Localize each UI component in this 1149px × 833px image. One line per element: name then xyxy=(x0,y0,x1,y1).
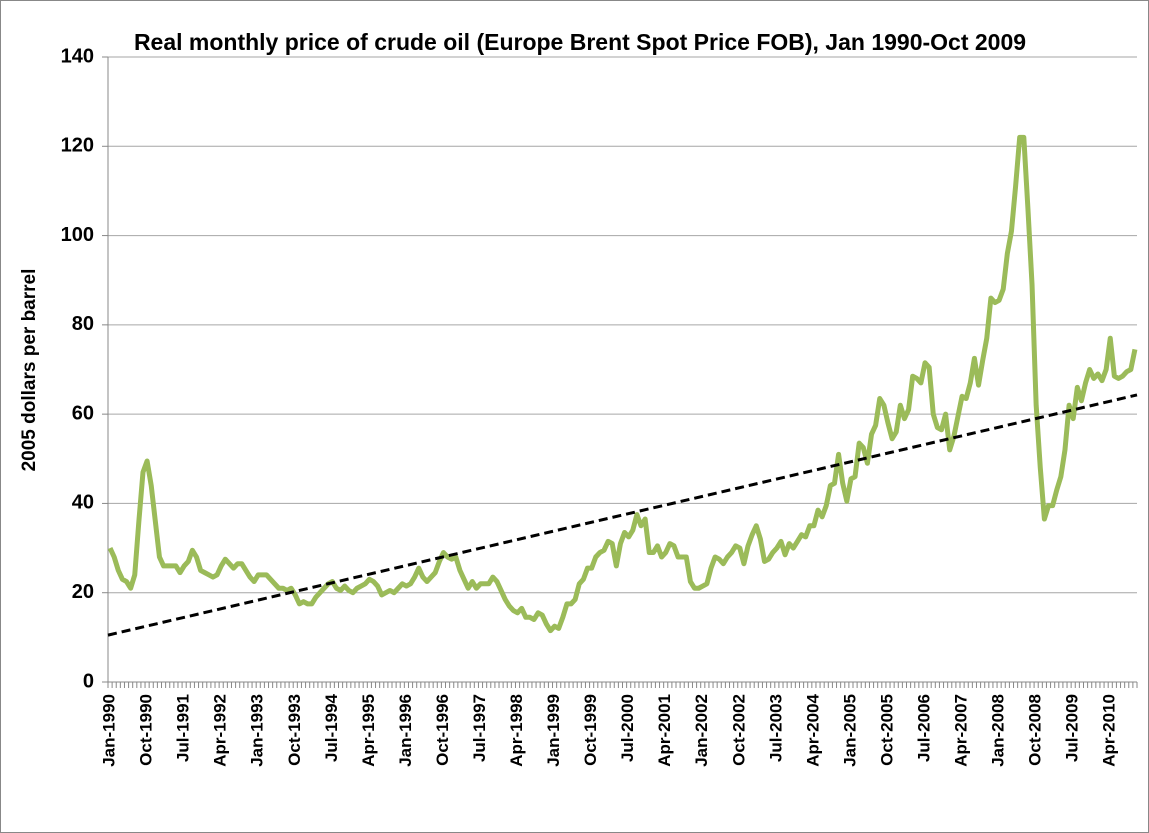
x-tick-label: Apr-1995 xyxy=(359,694,378,767)
x-tick-label: Jan-1996 xyxy=(396,694,415,767)
x-tick-label: Jul-2006 xyxy=(915,694,934,762)
x-tick-label: Oct-1996 xyxy=(433,694,452,766)
x-tick-label: Jan-1999 xyxy=(544,694,563,767)
x-tick-label: Jul-1994 xyxy=(322,693,341,762)
y-tick-label: 20 xyxy=(72,581,94,603)
x-tick-label: Oct-2008 xyxy=(1026,694,1045,766)
x-tick-label: Oct-2005 xyxy=(877,694,896,766)
x-tick-label: Apr-2004 xyxy=(803,693,822,766)
price-line xyxy=(107,134,1138,634)
x-tick-label: Jul-1997 xyxy=(470,694,489,762)
x-tick-label: Oct-1990 xyxy=(137,694,156,766)
x-tick-label: Jul-1991 xyxy=(174,694,193,762)
x-tick-label: Apr-2007 xyxy=(952,694,971,767)
y-axis-title: 2005 dollars per barrel xyxy=(19,269,40,472)
y-tick-label: 100 xyxy=(61,224,94,246)
x-tick-label: Jan-2008 xyxy=(989,694,1008,767)
x-tick-label: Apr-1992 xyxy=(211,694,230,767)
y-tick-label: 0 xyxy=(83,670,94,692)
x-tick-label: Jul-2009 xyxy=(1063,694,1082,762)
x-tick-label: Oct-2002 xyxy=(729,694,748,766)
x-tick-label: Oct-1999 xyxy=(581,694,600,766)
y-tick-label: 80 xyxy=(72,313,94,335)
y-tick-label: 120 xyxy=(61,135,94,157)
x-tick-label: Apr-2010 xyxy=(1100,694,1119,767)
x-tick-label: Apr-1998 xyxy=(507,694,526,767)
x-tick-label: Jan-1990 xyxy=(100,694,119,767)
y-tick-label: 60 xyxy=(72,402,94,424)
x-tick-label: Jul-2000 xyxy=(618,694,637,762)
x-tick-label: Jan-2005 xyxy=(840,694,859,767)
y-tick-label: 40 xyxy=(72,492,94,514)
x-tick-label: Jul-2003 xyxy=(766,694,785,762)
trend-line xyxy=(107,393,1138,637)
x-tick-label: Jan-2002 xyxy=(692,694,711,767)
y-tick-label: 140 xyxy=(61,45,94,67)
chart-title: Real monthly price of crude oil (Europe … xyxy=(133,29,1027,55)
x-tick-label: Oct-1993 xyxy=(285,694,304,766)
x-tick-label: Jan-1993 xyxy=(248,694,267,767)
x-tick-label: Apr-2001 xyxy=(655,694,674,767)
